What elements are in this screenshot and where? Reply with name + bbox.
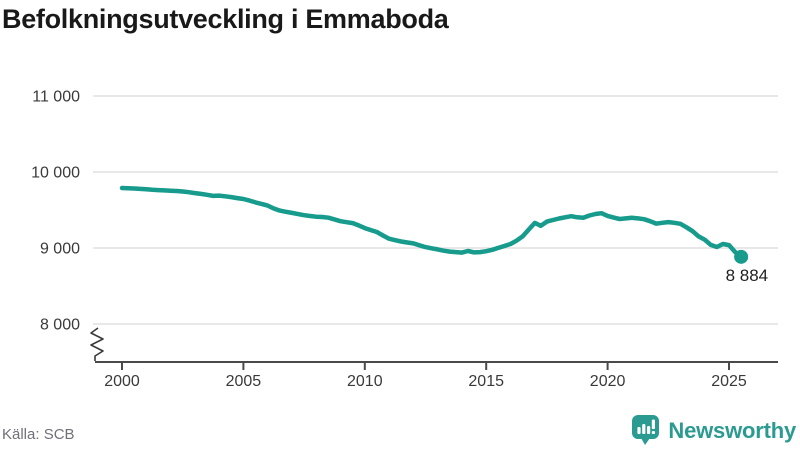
newsworthy-logo-text: Newsworthy xyxy=(668,417,796,443)
end-value-label: 8 884 xyxy=(726,266,769,285)
source-label: Källa: SCB xyxy=(2,426,75,443)
y-axis-labels: 8 000 9 000 10 000 11 000 xyxy=(31,89,80,334)
y-tick-label: 8 000 xyxy=(40,317,80,334)
end-point-dot xyxy=(734,249,749,264)
x-tick-label: 2025 xyxy=(711,373,747,390)
x-tick-label: 2010 xyxy=(347,373,383,390)
population-line-series: 8 884 xyxy=(119,185,769,285)
x-tick-label: 2000 xyxy=(104,373,140,390)
axis-break-icon xyxy=(90,327,104,361)
x-tick-label: 2015 xyxy=(468,373,504,390)
population-line xyxy=(119,185,744,260)
x-axis: 2000 2005 2010 2015 2020 2025 xyxy=(95,361,778,390)
x-tick-label: 2020 xyxy=(590,373,626,390)
y-tick-label: 9 000 xyxy=(40,241,80,258)
newsworthy-logo[interactable]: Newsworthy xyxy=(631,414,796,447)
y-tick-label: 11 000 xyxy=(32,89,80,106)
chart-title: Befolkningsutveckling i Emmaboda xyxy=(2,4,449,34)
x-tick-label: 2005 xyxy=(226,373,262,390)
y-tick-label: 10 000 xyxy=(31,165,80,182)
gridlines xyxy=(93,95,778,325)
newsworthy-logo-icon xyxy=(632,415,660,445)
